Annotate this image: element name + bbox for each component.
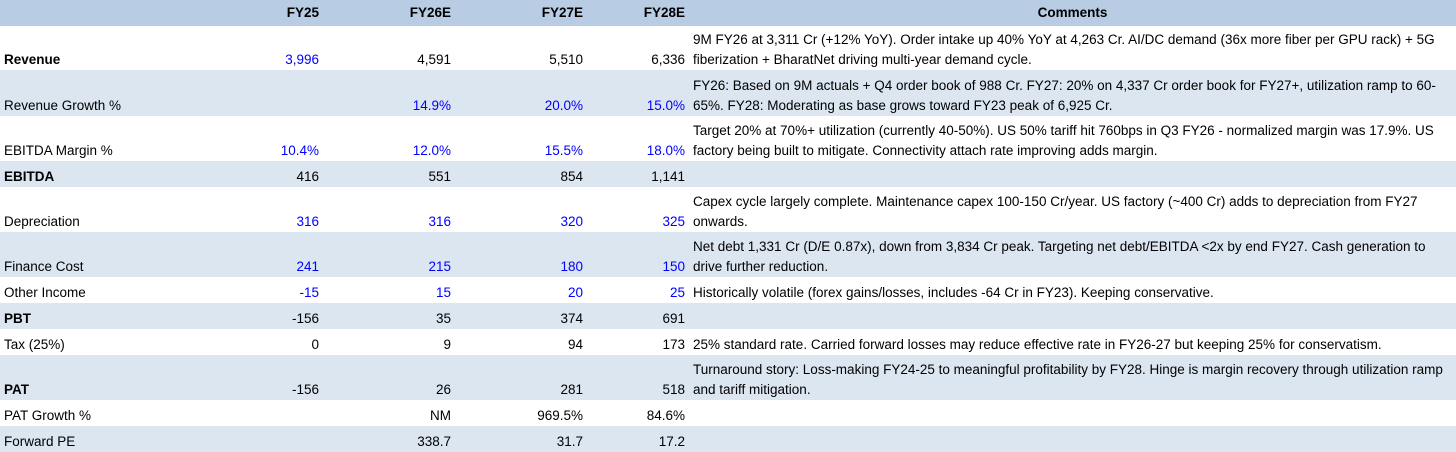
cell-comment: Turnaround story: Loss-making FY24-25 to…	[689, 355, 1456, 400]
row-label: Depreciation	[4, 214, 80, 229]
cell-fy26e: 12.0%	[412, 143, 451, 158]
row-label: Forward PE	[0, 426, 185, 452]
row-revenue: Revenue 3,996 4,591 5,510 6,336 9M FY26 …	[0, 26, 1456, 70]
row-ebitda-margin: EBITDA Margin % 10.4% 12.0% 15.5% 18.0% …	[0, 116, 1456, 161]
cell-comment: 9M FY26 at 3,311 Cr (+12% YoY). Order in…	[693, 32, 1435, 67]
cell-comment: Historically volatile (forex gains/losse…	[693, 285, 1214, 300]
cell-fy28e: 84.6%	[646, 408, 685, 423]
cell-comment: Capex cycle largely complete. Maintenanc…	[693, 194, 1418, 229]
cell-fy27e: 31.7	[455, 426, 587, 452]
cell-comment	[689, 303, 1456, 329]
cell-fy28e: 17.2	[587, 426, 689, 452]
cell-fy28e: 25	[669, 285, 685, 300]
cell-fy28e: 691	[587, 303, 689, 329]
cell-fy25	[185, 426, 323, 452]
cell-comment: FY26: Based on 9M actuals + Q4 order boo…	[689, 70, 1456, 116]
row-label: Revenue	[4, 52, 61, 67]
cell-fy27e: 854	[455, 161, 587, 187]
cell-fy26e: NM	[430, 408, 451, 423]
row-label: PAT Growth %	[4, 408, 92, 423]
cell-fy26e: 26	[323, 355, 455, 400]
row-tax: Tax (25%) 0 9 94 173 25% standard rate. …	[0, 329, 1456, 355]
cell-fy26e: 316	[428, 214, 451, 229]
cell-fy26e: 15	[435, 285, 451, 300]
cell-fy25: -156	[185, 355, 323, 400]
cell-fy27e: 15.5%	[544, 143, 583, 158]
header-comments: Comments	[689, 0, 1456, 26]
cell-fy27e: 320	[560, 214, 583, 229]
row-label: PBT	[0, 303, 185, 329]
cell-fy25: -15	[299, 285, 319, 300]
cell-fy26e: 338.7	[323, 426, 455, 452]
cell-fy25: -156	[185, 303, 323, 329]
cell-comment	[689, 161, 1456, 187]
cell-fy26e: 551	[323, 161, 455, 187]
header-row: FY25 FY26E FY27E FY28E Comments	[0, 0, 1456, 26]
cell-fy28e: 1,141	[587, 161, 689, 187]
cell-fy25: 10.4%	[280, 143, 319, 158]
cell-fy27e: 374	[455, 303, 587, 329]
row-depreciation: Depreciation 316 316 320 325 Capex cycle…	[0, 187, 1456, 232]
cell-fy26e: 35	[323, 303, 455, 329]
cell-fy27e: 20.0%	[455, 70, 587, 116]
cell-fy27e: 969.5%	[537, 408, 583, 423]
cell-fy27e: 281	[455, 355, 587, 400]
header-fy28e: FY28E	[587, 0, 689, 26]
cell-fy28e: 6,336	[651, 52, 685, 67]
cell-fy25	[185, 70, 323, 116]
row-forward-pe: Forward PE 338.7 31.7 17.2	[0, 426, 1456, 452]
cell-fy25: 3,996	[285, 52, 319, 67]
row-label: Revenue Growth %	[0, 70, 185, 116]
cell-fy28e: 518	[587, 355, 689, 400]
row-pbt: PBT -156 35 374 691	[0, 303, 1456, 329]
cell-comment	[689, 400, 1456, 426]
cell-fy25: 0	[311, 337, 319, 352]
cell-comment: Net debt 1,331 Cr (D/E 0.87x), down from…	[689, 232, 1456, 277]
cell-fy28e: 15.0%	[587, 70, 689, 116]
cell-comment	[689, 426, 1456, 452]
row-finance-cost: Finance Cost 241 215 180 150 Net debt 1,…	[0, 232, 1456, 277]
row-label: EBITDA Margin %	[4, 143, 113, 158]
header-fy26e: FY26E	[323, 0, 455, 26]
row-ebitda: EBITDA 416 551 854 1,141	[0, 161, 1456, 187]
cell-fy27e: 94	[567, 337, 583, 352]
cell-fy26e: 4,591	[417, 52, 451, 67]
header-fy27e: FY27E	[455, 0, 587, 26]
header-metric	[0, 0, 185, 26]
row-pat-growth: PAT Growth % NM 969.5% 84.6%	[0, 400, 1456, 426]
cell-fy28e: 150	[587, 232, 689, 277]
row-label: EBITDA	[0, 161, 185, 187]
cell-comment: Target 20% at 70%+ utilization (currentl…	[693, 123, 1434, 158]
cell-fy25: 416	[185, 161, 323, 187]
cell-fy26e: 215	[323, 232, 455, 277]
cell-fy28e: 325	[662, 214, 685, 229]
header-fy25: FY25	[185, 0, 323, 26]
row-label: Other Income	[4, 285, 86, 300]
cell-comment: 25% standard rate. Carried forward losse…	[693, 337, 1382, 352]
cell-fy28e: 173	[662, 337, 685, 352]
cell-fy25: 241	[185, 232, 323, 277]
cell-fy27e: 20	[567, 285, 583, 300]
row-label: PAT	[0, 355, 185, 400]
row-label: Tax (25%)	[4, 337, 65, 352]
cell-fy28e: 18.0%	[646, 143, 685, 158]
row-revenue-growth: Revenue Growth % 14.9% 20.0% 15.0% FY26:…	[0, 70, 1456, 116]
row-label: Finance Cost	[0, 232, 185, 277]
cell-fy25	[185, 400, 323, 426]
row-other-income: Other Income -15 15 20 25 Historically v…	[0, 277, 1456, 303]
cell-fy26e: 9	[443, 337, 451, 352]
cell-fy26e: 14.9%	[323, 70, 455, 116]
cell-fy27e: 5,510	[549, 52, 583, 67]
row-pat: PAT -156 26 281 518 Turnaround story: Lo…	[0, 355, 1456, 400]
cell-fy25: 316	[296, 214, 319, 229]
cell-fy27e: 180	[455, 232, 587, 277]
